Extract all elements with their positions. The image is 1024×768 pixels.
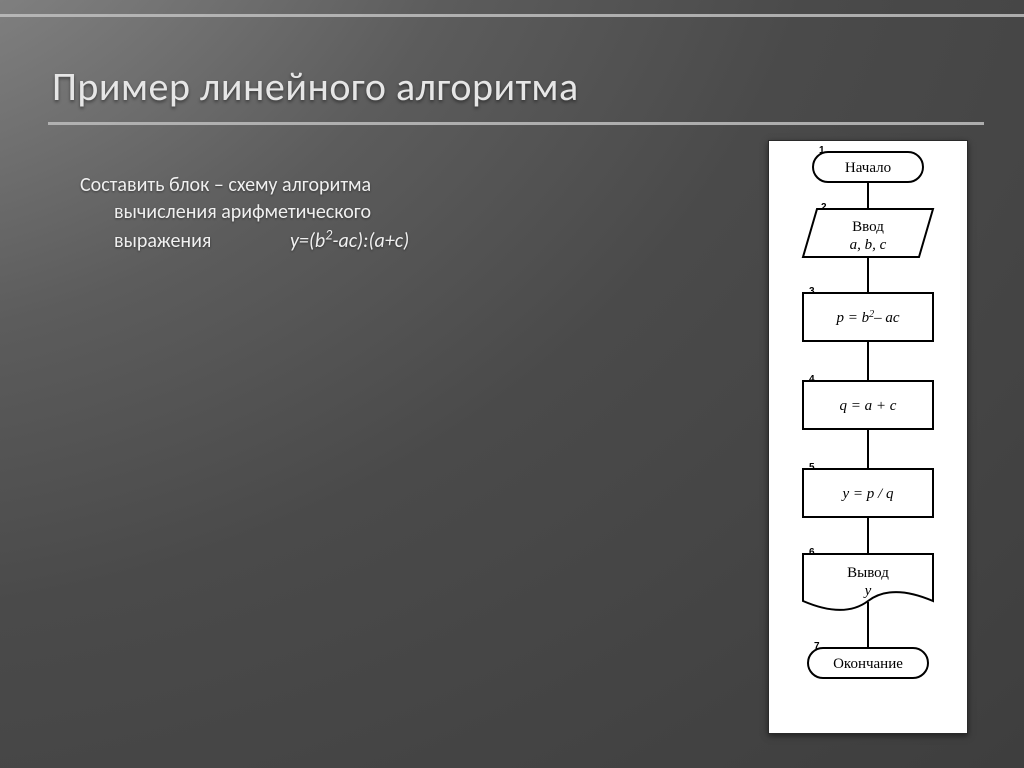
svg-text:5: 5 — [809, 462, 815, 473]
top-rule — [0, 14, 1024, 17]
svg-text:q = a + c: q = a + c — [840, 398, 897, 414]
body-line-1: Составить блок – схему алгоритма — [80, 172, 560, 199]
body-formula: у=(b2-ac):(a+c) — [290, 229, 409, 253]
svg-text:y: y — [863, 583, 872, 599]
svg-text:Начало: Начало — [845, 160, 891, 176]
svg-text:4: 4 — [809, 374, 815, 385]
svg-text:2: 2 — [821, 202, 827, 213]
presentation-slide: Пример линейного алгоритма Составить бло… — [0, 0, 1024, 768]
svg-text:Вывод: Вывод — [847, 565, 889, 581]
svg-text:a, b, c: a, b, c — [850, 237, 887, 253]
svg-text:3: 3 — [809, 286, 815, 297]
svg-text:p = b2– ac: p = b2– ac — [835, 309, 899, 326]
svg-text:Окончание: Окончание — [833, 656, 903, 672]
svg-text:Ввод: Ввод — [852, 219, 884, 235]
slide-title: Пример линейного алгоритма — [52, 62, 579, 111]
svg-text:1: 1 — [819, 145, 825, 156]
body-line-3: выражения у=(b2-ac):(a+c) — [80, 226, 560, 255]
flowchart-panel: 1 Начало 2 Ввод a, b, c 3 p = b2– ac 4 q = a + c… — [768, 140, 968, 734]
flowchart-svg: 1 Начало 2 Ввод a, b, c 3 p = b2– ac 4 q = a + c… — [769, 141, 967, 733]
svg-text:6: 6 — [809, 547, 815, 558]
body-line-2: вычисления арифметического — [114, 199, 560, 226]
title-underline — [48, 122, 984, 125]
slide-body: Составить блок – схему алгоритма вычисле… — [80, 172, 560, 255]
svg-text:7: 7 — [814, 641, 820, 652]
svg-text:y = p / q: y = p / q — [841, 486, 894, 502]
